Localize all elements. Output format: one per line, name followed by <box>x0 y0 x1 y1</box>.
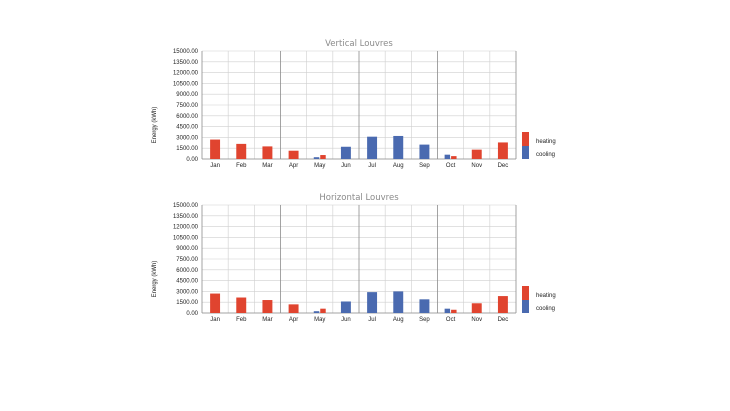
legend-swatch-heating <box>522 132 529 146</box>
x-tick-label: Jan <box>210 163 220 169</box>
x-tick-label: Aug <box>393 317 404 323</box>
bar-heating <box>288 150 299 159</box>
bar-cooling <box>444 308 451 313</box>
y-tick-label: 0.00 <box>186 157 198 163</box>
chart-title: Vertical Louvres <box>325 39 393 49</box>
y-tick-label: 7500.00 <box>176 103 198 109</box>
legend-label-cooling: cooling <box>536 306 555 312</box>
bar-heating <box>262 146 273 159</box>
y-tick-label: 9000.00 <box>176 246 198 252</box>
x-tick-label: Oct <box>446 163 456 169</box>
y-tick-label: 3000.00 <box>176 289 198 295</box>
legend: heating cooling <box>522 132 556 159</box>
y-tick-label: 1500.00 <box>176 146 198 152</box>
y-tick-label: 6000.00 <box>176 114 198 120</box>
legend-label-heating: heating <box>536 139 556 145</box>
y-tick-label: 10500.00 <box>173 81 199 87</box>
y-tick-label: 6000.00 <box>176 268 198 274</box>
bar-cooling <box>340 301 351 313</box>
bar-cooling <box>340 146 351 159</box>
x-tick-label: Jul <box>368 317 376 323</box>
x-tick-label: Sep <box>419 317 430 323</box>
y-tick-label: 4500.00 <box>176 279 198 285</box>
legend-swatch-heating <box>522 286 529 300</box>
bar-heating <box>262 300 273 313</box>
x-tick-label: Feb <box>236 163 247 169</box>
bar-cooling <box>367 136 378 159</box>
bar-cooling <box>313 311 320 313</box>
bar-heating <box>497 142 508 159</box>
y-tick-label: 7500.00 <box>176 257 198 263</box>
y-axis-label: Energy (kWh) <box>152 107 158 144</box>
bar-heating <box>236 143 247 159</box>
x-tick-label: Jul <box>368 163 376 169</box>
y-tick-label: 15000.00 <box>173 49 199 55</box>
bar-heating <box>497 296 508 313</box>
legend-label-heating: heating <box>536 293 556 299</box>
bar-cooling <box>393 291 404 313</box>
legend-swatch-cooling <box>522 300 529 313</box>
x-tick-label: Nov <box>471 163 482 169</box>
y-tick-label: 1500.00 <box>176 300 198 306</box>
y-tick-label: 4500.00 <box>176 125 198 131</box>
x-tick-label: Feb <box>236 317 247 323</box>
x-tick-label: Oct <box>446 317 456 323</box>
bar-heating <box>471 149 482 159</box>
chart-1: Vertical Louvres 15000.00 13500.00 12000.00… <box>152 39 556 169</box>
x-tick-label: Jun <box>341 163 351 169</box>
y-tick-label: 12000.00 <box>173 225 199 231</box>
x-tick-label: Dec <box>498 163 509 169</box>
bar-cooling <box>444 154 451 159</box>
bar-heating <box>451 309 457 313</box>
x-tick-label: Mar <box>262 163 272 169</box>
bar-heating <box>210 293 221 313</box>
y-tick-label: 15000.00 <box>173 203 199 209</box>
bar-cooling <box>367 292 378 313</box>
bar-heating <box>210 139 221 159</box>
y-tick-label: 0.00 <box>186 311 198 317</box>
legend-swatch-cooling <box>522 146 529 159</box>
bar-heating <box>320 308 326 313</box>
y-tick-label: 10500.00 <box>173 235 199 241</box>
x-tick-label: Apr <box>289 317 298 323</box>
y-tick-label: 13500.00 <box>173 60 199 66</box>
y-axis-label: Energy (kWh) <box>152 261 158 298</box>
x-tick-label: Apr <box>289 163 298 169</box>
legend: heating cooling <box>522 286 556 313</box>
bar-heating <box>471 303 482 313</box>
bar-heating <box>451 156 457 159</box>
bar-cooling <box>419 144 430 159</box>
bar-cooling <box>419 299 430 313</box>
bar-heating <box>288 304 299 313</box>
x-tick-label: Nov <box>471 317 482 323</box>
bar-cooling <box>313 157 320 159</box>
y-tick-label: 3000.00 <box>176 135 198 141</box>
y-tick-label: 12000.00 <box>173 71 199 77</box>
legend-label-cooling: cooling <box>536 152 555 158</box>
x-tick-label: Jan <box>210 317 220 323</box>
bar-heating <box>320 155 326 159</box>
x-tick-label: May <box>314 163 325 169</box>
chart-title: Horizontal Louvres <box>319 193 399 203</box>
x-tick-label: Mar <box>262 317 272 323</box>
y-tick-label: 9000.00 <box>176 92 198 98</box>
x-tick-label: May <box>314 317 325 323</box>
x-tick-label: Aug <box>393 163 404 169</box>
bar-heating <box>236 297 247 313</box>
x-tick-label: Dec <box>498 317 509 323</box>
y-tick-label: 13500.00 <box>173 214 199 220</box>
bar-cooling <box>393 135 404 159</box>
x-tick-label: Jun <box>341 317 351 323</box>
x-tick-label: Sep <box>419 163 430 169</box>
chart-2: Horizontal Louvres 15000.00 13500.00 12000.… <box>152 193 556 323</box>
